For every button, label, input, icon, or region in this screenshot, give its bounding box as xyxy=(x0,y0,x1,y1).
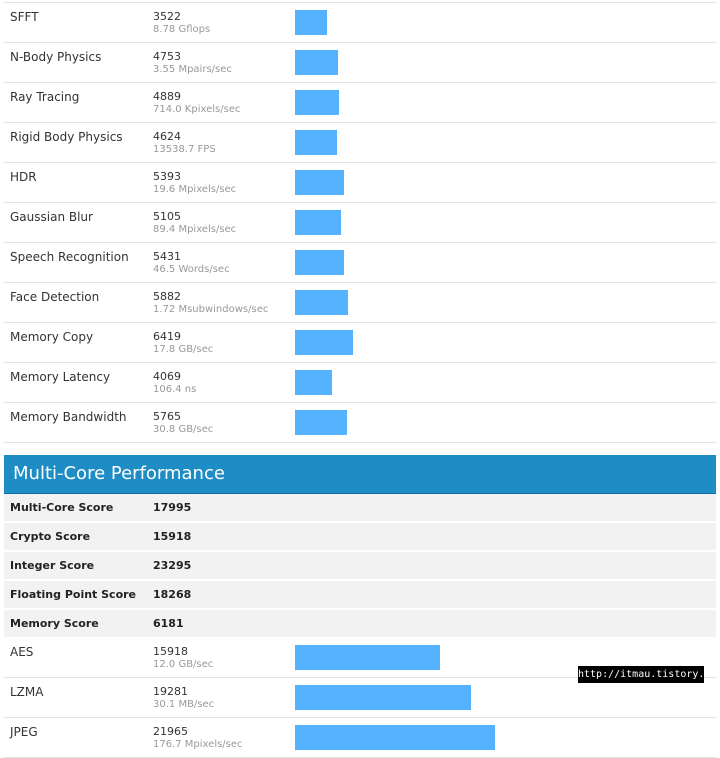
benchmark-name: JPEG xyxy=(10,725,38,739)
benchmark-row: Rigid Body Physics 4624 13538.7 FPS xyxy=(4,123,716,163)
benchmark-name: Rigid Body Physics xyxy=(10,130,123,144)
benchmark-score: 15918 xyxy=(153,645,188,658)
summary-value: 18268 xyxy=(153,588,192,601)
score-bar xyxy=(295,370,332,395)
benchmark-unit: 17.8 GB/sec xyxy=(153,344,214,355)
benchmark-unit: 1.72 Msubwindows/sec xyxy=(153,304,269,315)
benchmark-row: HDR 5393 19.6 Mpixels/sec xyxy=(4,163,716,203)
benchmark-name: Memory Copy xyxy=(10,330,94,344)
benchmark-unit: 714.0 Kpixels/sec xyxy=(153,104,241,115)
benchmark-unit: 30.8 GB/sec xyxy=(153,424,214,435)
summary-label: Integer Score xyxy=(10,559,95,572)
benchmark-name: Memory Bandwidth xyxy=(10,410,127,424)
benchmark-name: HDR xyxy=(10,170,37,184)
benchmark-score: 4069 xyxy=(153,370,181,383)
summary-value: 17995 xyxy=(153,501,192,514)
benchmark-score: 19281 xyxy=(153,685,188,698)
benchmark-unit: 176.7 Mpixels/sec xyxy=(153,739,243,750)
score-bar xyxy=(295,250,344,275)
benchmark-name: Face Detection xyxy=(10,290,100,304)
summary-row: Memory Score 6181 xyxy=(4,610,716,639)
benchmark-name: AES xyxy=(10,645,34,659)
score-bar xyxy=(295,645,440,670)
summary-label: Multi-Core Score xyxy=(10,501,114,514)
multi-core-summary: Multi-Core Score 17995 Crypto Score 1591… xyxy=(4,494,716,639)
summary-value: 6181 xyxy=(153,617,184,630)
benchmark-unit: 19.6 Mpixels/sec xyxy=(153,184,237,195)
benchmark-row: Ray Tracing 4889 714.0 Kpixels/sec xyxy=(4,83,716,123)
benchmark-name: SFFT xyxy=(10,10,39,24)
summary-value: 23295 xyxy=(153,559,192,572)
summary-label: Crypto Score xyxy=(10,530,91,543)
benchmark-row: Face Detection 5882 1.72 Msubwindows/sec xyxy=(4,283,716,323)
benchmark-score: 5882 xyxy=(153,290,181,303)
score-bar xyxy=(295,170,344,195)
score-bar xyxy=(295,130,337,155)
summary-row: Multi-Core Score 17995 xyxy=(4,494,716,523)
benchmark-name: N-Body Physics xyxy=(10,50,102,64)
benchmark-row: Memory Latency 4069 106.4 ns xyxy=(4,363,716,403)
multi-core-benchmarks: AES 15918 12.0 GB/sec LZMA 19281 30.1 MB… xyxy=(4,638,716,758)
benchmark-unit: 46.5 Words/sec xyxy=(153,264,230,275)
score-bar xyxy=(295,50,338,75)
single-core-benchmarks: SFFT 3522 8.78 Gflops N-Body Physics 475… xyxy=(4,3,716,443)
benchmark-name: Memory Latency xyxy=(10,370,111,384)
benchmark-row: Memory Bandwidth 5765 30.8 GB/sec xyxy=(4,403,716,443)
summary-label: Memory Score xyxy=(10,617,99,630)
summary-row: Crypto Score 15918 xyxy=(4,523,716,552)
benchmark-name: LZMA xyxy=(10,685,44,699)
benchmark-score: 5431 xyxy=(153,250,181,263)
score-bar xyxy=(295,210,341,235)
benchmark-unit: 89.4 Mpixels/sec xyxy=(153,224,237,235)
benchmark-score: 21965 xyxy=(153,725,188,738)
summary-value: 15918 xyxy=(153,530,192,543)
benchmark-name: Gaussian Blur xyxy=(10,210,93,224)
multi-core-header: Multi-Core Performance xyxy=(4,455,716,494)
benchmark-unit: 30.1 MB/sec xyxy=(153,699,215,710)
benchmark-row: N-Body Physics 4753 3.55 Mpairs/sec xyxy=(4,43,716,83)
benchmark-score: 5105 xyxy=(153,210,181,223)
benchmark-score: 5393 xyxy=(153,170,181,183)
section-title: Multi-Core Performance xyxy=(13,463,225,484)
benchmark-row: Gaussian Blur 5105 89.4 Mpixels/sec xyxy=(4,203,716,243)
benchmark-row: Memory Copy 6419 17.8 GB/sec xyxy=(4,323,716,363)
benchmark-unit: 3.55 Mpairs/sec xyxy=(153,64,232,75)
benchmark-score: 6419 xyxy=(153,330,181,343)
top-divider xyxy=(4,2,716,3)
benchmark-score: 4889 xyxy=(153,90,181,103)
summary-row: Integer Score 23295 xyxy=(4,552,716,581)
summary-label: Floating Point Score xyxy=(10,588,137,601)
benchmark-unit: 8.78 Gflops xyxy=(153,24,211,35)
score-bar xyxy=(295,290,348,315)
score-bar xyxy=(295,685,471,710)
benchmark-score: 4624 xyxy=(153,130,181,143)
benchmark-score: 3522 xyxy=(153,10,181,23)
benchmark-row: AES 15918 12.0 GB/sec xyxy=(4,638,716,678)
benchmark-row: LZMA 19281 30.1 MB/sec xyxy=(4,678,716,718)
benchmark-score: 4753 xyxy=(153,50,181,63)
score-bar xyxy=(295,90,339,115)
benchmark-unit: 106.4 ns xyxy=(153,384,197,395)
benchmark-name: Ray Tracing xyxy=(10,90,80,104)
score-bar xyxy=(295,725,495,750)
score-bar xyxy=(295,10,327,35)
benchmark-row: SFFT 3522 8.78 Gflops xyxy=(4,3,716,43)
benchmark-row: Speech Recognition 5431 46.5 Words/sec xyxy=(4,243,716,283)
summary-row: Floating Point Score 18268 xyxy=(4,581,716,610)
score-bar xyxy=(295,410,347,435)
benchmark-score: 5765 xyxy=(153,410,181,423)
score-bar xyxy=(295,330,353,355)
benchmark-name: Speech Recognition xyxy=(10,250,129,264)
benchmark-unit: 12.0 GB/sec xyxy=(153,659,214,670)
benchmark-row: JPEG 21965 176.7 Mpixels/sec xyxy=(4,718,716,758)
benchmark-unit: 13538.7 FPS xyxy=(153,144,216,155)
watermark: http://itmau.tistory.com xyxy=(578,666,720,683)
